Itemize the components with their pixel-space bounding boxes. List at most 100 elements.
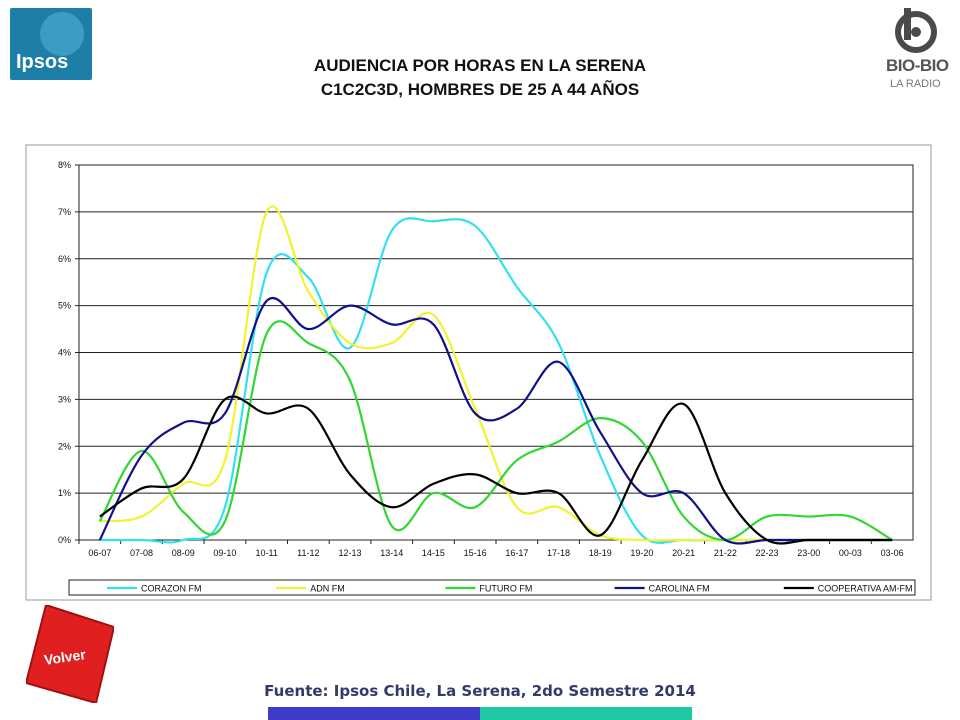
- x-tick-label: 17-18: [547, 548, 570, 558]
- data-point-carolina-fm: [641, 492, 643, 494]
- data-point-cooperativa-am-fm: [516, 492, 518, 494]
- data-point-corazon-fm: [433, 220, 435, 222]
- y-tick-label: 6%: [58, 254, 71, 264]
- data-point-carolina-fm: [683, 492, 685, 494]
- volver-button[interactable]: Volver: [24, 603, 116, 705]
- x-tick-label: 09-10: [213, 548, 236, 558]
- data-point-futuro-fm: [808, 516, 810, 518]
- x-tick-label: 22-23: [756, 548, 779, 558]
- x-tick-label: 03-06: [881, 548, 904, 558]
- data-point-futuro-fm: [766, 516, 768, 518]
- series-line-futuro-fm: [98, 320, 893, 542]
- data-point-cooperativa-am-fm: [99, 516, 101, 518]
- data-point-adn-fm: [391, 342, 393, 344]
- data-point-futuro-fm: [266, 333, 268, 335]
- x-tick-label: 07-08: [130, 548, 153, 558]
- data-point-adn-fm: [141, 516, 143, 518]
- data-point-corazon-fm: [349, 347, 351, 349]
- data-point-cooperativa-am-fm: [891, 539, 893, 541]
- data-point-futuro-fm: [141, 450, 143, 452]
- x-tick-label: 11-12: [297, 548, 319, 558]
- data-point-cooperativa-am-fm: [599, 535, 601, 537]
- legend-label: CORAZON FM: [141, 584, 202, 594]
- data-point-futuro-fm: [850, 516, 852, 518]
- data-point-carolina-fm: [349, 305, 351, 307]
- x-tick-label: 23-00: [797, 548, 820, 558]
- data-point-corazon-fm: [641, 535, 643, 537]
- y-tick-label: 4%: [58, 348, 71, 358]
- x-tick-label: 12-13: [339, 548, 362, 558]
- data-point-adn-fm: [308, 291, 310, 293]
- data-point-adn-fm: [266, 211, 268, 213]
- series-line-adn-fm: [99, 205, 893, 542]
- legend-label: COOPERATIVA AM-FM: [818, 584, 913, 594]
- data-point-carolina-fm: [599, 431, 601, 433]
- data-point-cooperativa-am-fm: [141, 488, 143, 490]
- y-tick-label: 1%: [58, 488, 71, 498]
- biobio-mark-icon: [895, 8, 937, 53]
- y-tick-label: 5%: [58, 301, 71, 311]
- data-point-cooperativa-am-fm: [474, 474, 476, 476]
- data-point-futuro-fm: [516, 460, 518, 462]
- data-point-adn-fm: [433, 314, 435, 316]
- data-point-cooperativa-am-fm: [725, 492, 727, 494]
- data-point-cooperativa-am-fm: [641, 460, 643, 462]
- data-point-corazon-fm: [224, 506, 226, 508]
- data-point-futuro-fm: [558, 441, 560, 443]
- x-tick-label: 19-20: [630, 548, 653, 558]
- ipsos-logo: Ipsos: [10, 8, 92, 80]
- data-point-futuro-fm: [641, 441, 643, 443]
- biobio-name: BIO-BIO: [886, 56, 949, 75]
- y-tick-label: 8%: [58, 160, 71, 170]
- data-point-corazon-fm: [558, 342, 560, 344]
- data-point-carolina-fm: [308, 328, 310, 330]
- source-note: Fuente: Ipsos Chile, La Serena, 2do Seme…: [264, 682, 696, 700]
- y-tick-label: 7%: [58, 207, 71, 217]
- x-tick-label: 13-14: [380, 548, 403, 558]
- y-tick-label: 2%: [58, 441, 71, 451]
- legend-label: ADN FM: [310, 584, 345, 594]
- data-point-cooperativa-am-fm: [224, 399, 226, 401]
- data-point-cooperativa-am-fm: [349, 474, 351, 476]
- data-point-adn-fm: [683, 539, 685, 541]
- legend-box: [68, 579, 916, 596]
- data-point-cooperativa-am-fm: [391, 506, 393, 508]
- x-tick-label: 08-09: [172, 548, 195, 558]
- data-point-carolina-fm: [224, 413, 226, 415]
- data-point-corazon-fm: [391, 230, 393, 232]
- data-point-futuro-fm: [683, 516, 685, 518]
- series-line-cooperativa-am-fm: [99, 395, 893, 545]
- data-point-futuro-fm: [224, 520, 226, 522]
- chart-title-line1: AUDIENCIA POR HORAS EN LA SERENA: [313, 56, 647, 75]
- series-line-carolina-fm: [98, 297, 893, 545]
- y-tick-label: 0%: [58, 535, 71, 545]
- data-point-carolina-fm: [182, 422, 184, 424]
- data-point-adn-fm: [516, 506, 518, 508]
- data-point-carolina-fm: [725, 539, 727, 541]
- x-tick-label: 14-15: [422, 548, 445, 558]
- data-point-corazon-fm: [141, 539, 143, 541]
- data-point-corazon-fm: [266, 272, 268, 274]
- ipsos-logo-text: Ipsos: [16, 51, 69, 73]
- ipsos-face-icon: [40, 12, 84, 56]
- x-tick-label: 15-16: [464, 548, 487, 558]
- data-point-carolina-fm: [433, 324, 435, 326]
- data-point-cooperativa-am-fm: [808, 539, 810, 541]
- data-point-cooperativa-am-fm: [433, 483, 435, 485]
- data-point-futuro-fm: [308, 342, 310, 344]
- data-point-carolina-fm: [558, 361, 560, 363]
- x-tick-label: 21-22: [714, 548, 737, 558]
- data-point-adn-fm: [224, 460, 226, 462]
- chart-title-line2: C1C2C3D, HOMBRES DE 25 A 44 AÑOS: [320, 80, 640, 99]
- data-point-cooperativa-am-fm: [182, 478, 184, 480]
- data-point-corazon-fm: [599, 455, 601, 457]
- legend-label: CAROLINA FM: [649, 584, 710, 594]
- data-point-futuro-fm: [349, 380, 351, 382]
- data-point-corazon-fm: [516, 286, 518, 288]
- footer-bar-teal: [480, 707, 692, 720]
- data-point-futuro-fm: [391, 525, 393, 527]
- data-point-adn-fm: [474, 408, 476, 410]
- data-point-corazon-fm: [182, 539, 184, 541]
- data-point-carolina-fm: [99, 539, 101, 541]
- data-point-adn-fm: [558, 506, 560, 508]
